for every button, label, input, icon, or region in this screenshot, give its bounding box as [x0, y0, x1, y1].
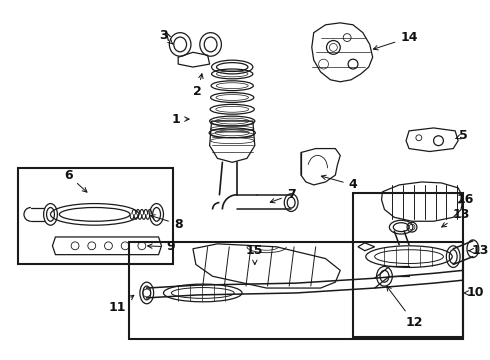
Text: 9: 9 [147, 240, 174, 253]
Text: 2: 2 [194, 74, 203, 98]
Bar [18, 168, 173, 265]
Bar [129, 242, 463, 339]
Bar [353, 193, 463, 337]
Text: 10: 10 [463, 287, 484, 300]
Text: 8: 8 [150, 215, 182, 231]
Text: 13: 13 [469, 244, 490, 257]
Text: 7: 7 [270, 188, 295, 203]
Text: 3: 3 [159, 29, 173, 44]
Text: 4: 4 [321, 175, 357, 192]
Text: 16: 16 [456, 193, 474, 206]
Text: 5: 5 [456, 129, 467, 142]
Text: 1: 1 [172, 113, 189, 126]
Text: 13: 13 [441, 208, 470, 227]
Text: 14: 14 [373, 31, 418, 50]
Text: 15: 15 [246, 244, 264, 265]
Text: 6: 6 [64, 168, 87, 192]
Text: 11: 11 [109, 295, 134, 314]
Text: 12: 12 [387, 286, 423, 329]
